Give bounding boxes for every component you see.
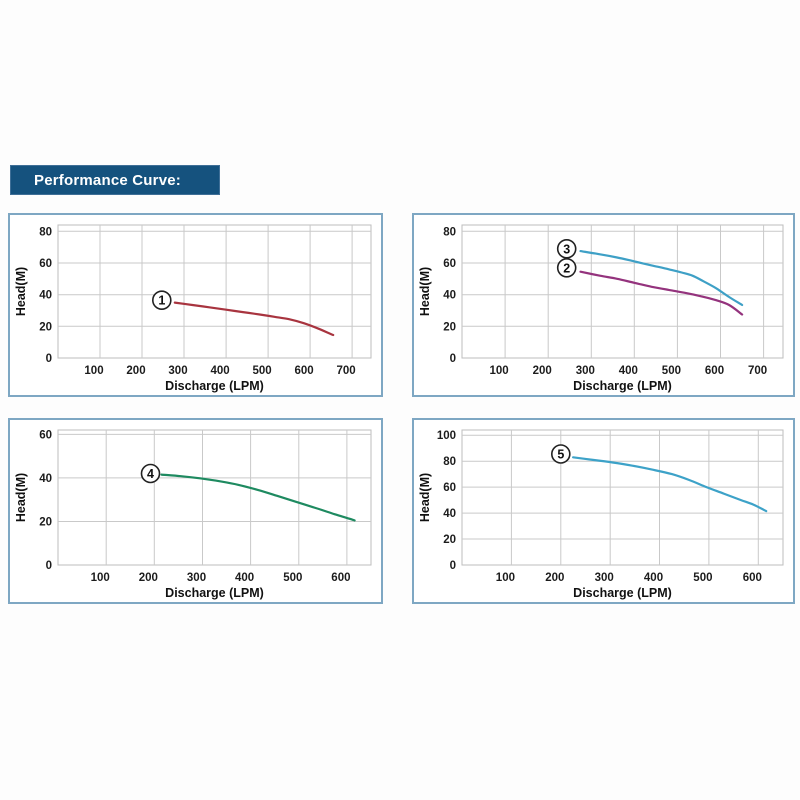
x-tick-label: 100 (91, 572, 110, 584)
x-tick-label: 400 (235, 572, 254, 584)
curve-label-number-3: 3 (563, 242, 570, 256)
chart-panel-top-right: 100 200 300 400 500 600 700 0 20 40 60 80 2 3 Discharg… (412, 213, 795, 397)
x-tick-label: 300 (576, 365, 595, 377)
y-axis-label: Head(M) (14, 473, 28, 522)
y-tick-label: 20 (443, 321, 456, 333)
chart-panel-bottom-left: 100 200 300 400 500 600 0 20 40 60 4 Discharge (LPM… (8, 418, 383, 604)
x-tick-label: 500 (693, 572, 712, 584)
y-tick-label: 0 (46, 560, 52, 572)
chart-svg-bottom-right: 100 200 300 400 500 600 0 20 40 60 80 100 5 Discharge… (418, 429, 784, 600)
curve-label-circle-4 (140, 463, 161, 484)
x-tick-label: 200 (139, 572, 158, 584)
x-tick-label: 300 (595, 572, 614, 584)
x-tick-label: 600 (743, 572, 762, 584)
curve-5 (572, 456, 768, 513)
y-tick-label: 40 (39, 473, 52, 485)
curve-label-number-5: 5 (557, 448, 564, 462)
x-axis-label: Discharge (LPM) (573, 379, 672, 393)
x-tick-label: 700 (748, 365, 767, 377)
y-tick-label: 20 (39, 517, 52, 529)
x-tick-label: 500 (253, 365, 272, 377)
x-tick-label: 600 (331, 572, 350, 584)
x-tick-label: 600 (705, 365, 724, 377)
performance-curve-title: Performance Curve: (34, 171, 181, 189)
x-tick-label: 500 (283, 572, 302, 584)
x-axis-label: Discharge (LPM) (573, 586, 672, 600)
chart-svg-top-right: 100 200 300 400 500 600 700 0 20 40 60 80 2 3 Discharg… (418, 224, 784, 393)
x-tick-label: 500 (662, 365, 681, 377)
curve-label-number-2: 2 (563, 261, 570, 275)
y-tick-label: 60 (443, 258, 456, 270)
x-tick-label: 400 (644, 572, 663, 584)
plot-area-border (57, 429, 372, 566)
y-tick-label: 80 (443, 456, 456, 468)
chart-panel-top-left: 100 200 300 400 500 600 700 0 20 40 60 80 1 Discharge… (8, 213, 383, 397)
y-tick-label: 60 (39, 258, 52, 270)
y-axis-label: Head(M) (14, 267, 28, 316)
plot-area-border (461, 429, 784, 566)
x-tick-label: 200 (533, 365, 552, 377)
x-tick-label: 400 (211, 365, 230, 377)
x-tick-label: 400 (619, 365, 638, 377)
y-tick-label: 20 (39, 321, 52, 333)
curve-label-circle-5 (551, 444, 571, 464)
y-tick-label: 0 (450, 353, 456, 365)
x-tick-label: 100 (84, 365, 103, 377)
y-tick-label: 80 (443, 226, 456, 238)
y-tick-label: 60 (443, 482, 456, 494)
x-tick-label: 200 (545, 572, 564, 584)
curve-label-number-1: 1 (158, 294, 165, 308)
curve-label-circle-1 (152, 290, 172, 310)
y-tick-label: 20 (443, 534, 456, 546)
x-tick-label: 300 (168, 365, 187, 377)
x-tick-label: 200 (126, 365, 145, 377)
curve-4 (160, 473, 356, 522)
performance-curve-header: Performance Curve: (10, 165, 220, 195)
curve-label-circle-2 (556, 257, 577, 278)
x-tick-label: 700 (337, 365, 356, 377)
curve-2 (579, 270, 744, 316)
x-tick-label: 100 (490, 365, 509, 377)
y-tick-label: 40 (443, 290, 456, 302)
curve-3 (579, 250, 744, 307)
y-tick-label: 40 (39, 290, 52, 302)
y-tick-label: 0 (46, 353, 52, 365)
x-axis-label: Discharge (LPM) (165, 586, 264, 600)
x-axis-label: Discharge (LPM) (165, 379, 264, 393)
x-tick-label: 300 (187, 572, 206, 584)
y-tick-label: 80 (39, 226, 52, 238)
y-tick-label: 0 (450, 560, 456, 572)
y-tick-label: 40 (443, 508, 456, 520)
x-tick-label: 100 (496, 572, 515, 584)
curve-1 (173, 301, 335, 337)
plot-area-border (57, 224, 372, 359)
y-axis-label: Head(M) (418, 473, 432, 522)
curve-label-circle-3 (556, 238, 577, 259)
curve-label-number-4: 4 (147, 467, 154, 481)
plot-area-border (461, 224, 784, 359)
y-tick-label: 60 (39, 429, 52, 441)
y-axis-label: Head(M) (418, 267, 432, 316)
y-tick-label: 100 (437, 430, 456, 442)
x-tick-label: 600 (295, 365, 314, 377)
chart-svg-bottom-left: 100 200 300 400 500 600 0 20 40 60 4 Discharge (LPM… (14, 429, 372, 600)
chart-svg-top-left: 100 200 300 400 500 600 700 0 20 40 60 80 1 Discharge… (14, 224, 372, 393)
chart-panel-bottom-right: 100 200 300 400 500 600 0 20 40 60 80 100 5 Discharge… (412, 418, 795, 604)
